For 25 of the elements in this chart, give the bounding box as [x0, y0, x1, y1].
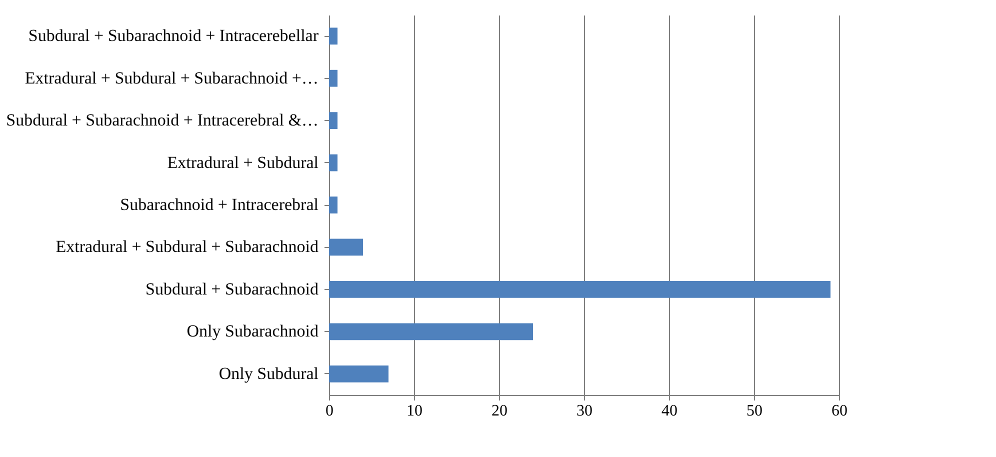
bar — [329, 281, 830, 298]
x-tick-label: 30 — [576, 402, 592, 420]
y-tick-label: Subdural + Subarachnoid — [146, 279, 319, 298]
y-tick-label: Subdural + Subarachnoid + Intracerebral &… — [6, 110, 318, 130]
y-tick-label: Subdural + Subarachnoid + Intracerebellar — [28, 26, 319, 46]
x-tick-label: 60 — [832, 402, 848, 420]
y-tick-label: Only Subdural — [218, 364, 319, 383]
bar — [329, 28, 338, 45]
y-tick-label: Extradural + Subdural — [167, 152, 319, 172]
y-tick-label: Extradural + Subdural + Subarachnoid +… — [24, 68, 318, 88]
x-tick-label: 40 — [662, 402, 678, 420]
x-tick-label: 50 — [746, 402, 762, 420]
bar — [329, 154, 338, 172]
x-tick-label: 0 — [326, 402, 334, 420]
y-tick-label: Extradural + Subdural + Subarachnoid — [56, 237, 319, 256]
y-tick-label: Only Subarachnoid — [186, 322, 319, 341]
x-tick-label: 10 — [406, 402, 422, 420]
bar — [329, 112, 338, 129]
bar — [329, 70, 338, 87]
bar — [329, 238, 363, 256]
y-tick-label: Subarachnoid + Intracerebral — [120, 195, 319, 214]
x-tick-label: 20 — [492, 402, 508, 420]
bar — [329, 365, 388, 382]
bar — [329, 323, 533, 340]
bar — [329, 196, 338, 214]
